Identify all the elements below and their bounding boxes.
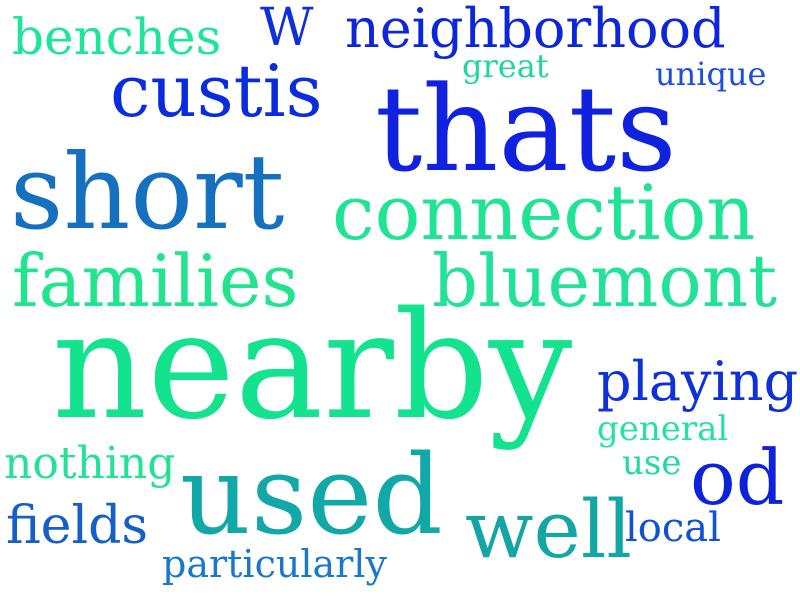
word-use: use bbox=[622, 443, 682, 483]
word-general: general bbox=[597, 409, 729, 449]
word-benches: benches bbox=[12, 8, 222, 66]
word-fields: fields bbox=[6, 496, 149, 556]
word-great: great bbox=[462, 47, 549, 85]
word-particularly: particularly bbox=[162, 542, 387, 586]
word-short: short bbox=[10, 131, 285, 253]
word-nothing: nothing bbox=[4, 438, 176, 489]
word-bluemont: bluemont bbox=[432, 239, 778, 323]
word-playing: playing bbox=[597, 350, 799, 413]
word-unique: unique bbox=[655, 55, 767, 93]
word-local: local bbox=[625, 505, 721, 551]
word-connection: connection bbox=[332, 168, 756, 257]
word-used: used bbox=[180, 431, 443, 559]
word-families: families bbox=[12, 239, 299, 323]
word-custis: custis bbox=[110, 49, 323, 133]
word-w: W bbox=[260, 0, 314, 58]
word-well: well bbox=[465, 483, 632, 576]
word-neighborhood: neighborhood bbox=[345, 0, 726, 60]
word-thats: thats bbox=[375, 60, 677, 198]
word-od: od bbox=[690, 433, 785, 522]
word-nearby: nearby bbox=[52, 280, 573, 452]
